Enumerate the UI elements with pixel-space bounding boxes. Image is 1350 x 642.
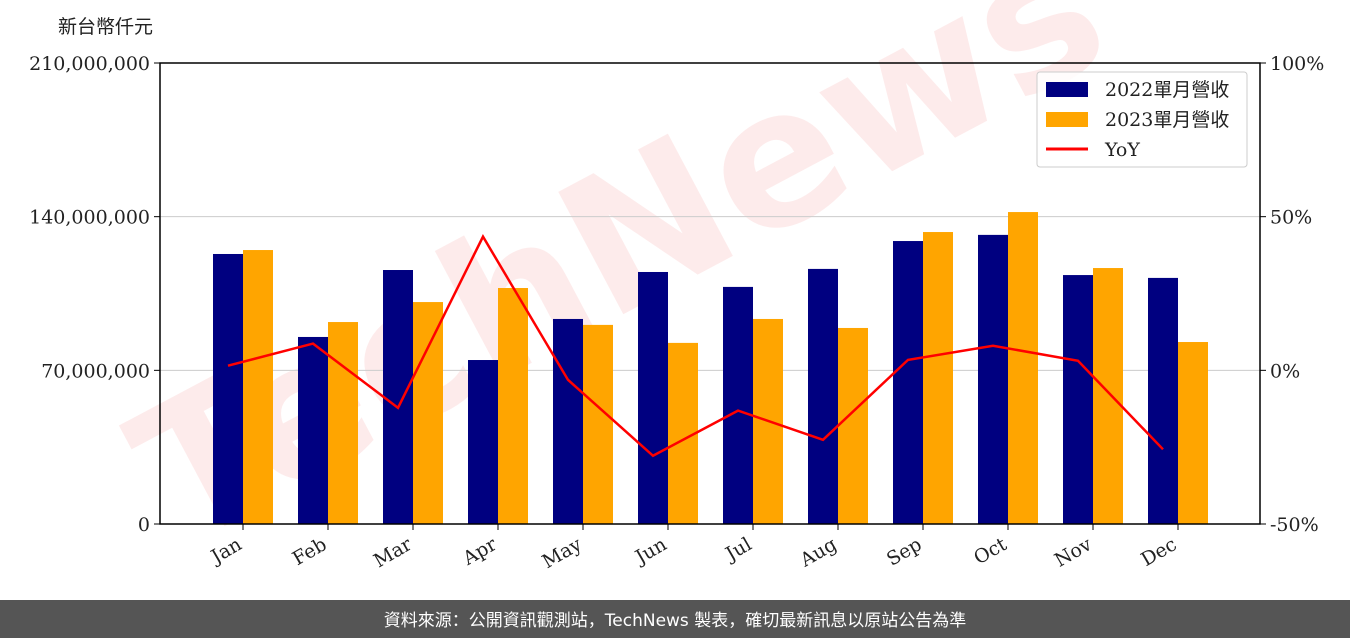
bar bbox=[1093, 268, 1123, 524]
y-tick-label: 0 bbox=[138, 514, 150, 536]
x-tick-label: Nov bbox=[1051, 533, 1096, 572]
legend-swatch bbox=[1046, 82, 1088, 97]
legend-label: YoY bbox=[1104, 139, 1140, 161]
x-tick-label: Jun bbox=[630, 533, 671, 569]
legend-swatch bbox=[1046, 112, 1088, 127]
legend-label: 2022單月營收 bbox=[1105, 79, 1229, 101]
bar bbox=[298, 336, 328, 524]
unit-label: 新台幣仟元 bbox=[58, 16, 153, 38]
y2-tick-label: 100% bbox=[1270, 53, 1324, 75]
bar bbox=[328, 322, 358, 524]
bar bbox=[413, 302, 443, 524]
bar bbox=[1008, 212, 1038, 524]
bar bbox=[638, 271, 668, 524]
y-tick-label: 70,000,000 bbox=[41, 360, 150, 382]
x-tick-label: Apr bbox=[458, 533, 501, 570]
bar bbox=[923, 232, 953, 525]
y2-tick-label: 50% bbox=[1270, 207, 1312, 229]
yoy-line bbox=[227, 234, 1164, 458]
x-tick-label: Aug bbox=[796, 533, 841, 572]
x-tick-label: Jul bbox=[720, 533, 755, 566]
footer: 資料來源：公開資訊觀測站，TechNews 製表，確切最新訊息以原站公告為準 bbox=[384, 611, 966, 631]
bar bbox=[243, 250, 273, 524]
bar bbox=[468, 360, 498, 524]
plot-frame bbox=[159, 62, 1261, 525]
x-tick-label: Dec bbox=[1137, 533, 1180, 571]
bar bbox=[213, 253, 243, 524]
bar bbox=[838, 327, 868, 524]
bar bbox=[1148, 277, 1178, 524]
x-tick-label: Mar bbox=[370, 533, 416, 572]
bar bbox=[893, 241, 923, 524]
bar bbox=[1063, 275, 1093, 524]
bar bbox=[383, 270, 413, 524]
y2-tick-label: 0% bbox=[1270, 360, 1300, 382]
y-tick-label: 210,000,000 bbox=[29, 53, 150, 75]
y-tick-label: 140,000,000 bbox=[29, 207, 150, 229]
footer-band bbox=[0, 600, 1350, 638]
bar bbox=[808, 268, 838, 524]
bar bbox=[723, 286, 753, 524]
y2-tick-label: -50% bbox=[1270, 514, 1319, 536]
bar bbox=[553, 318, 583, 524]
legend-label: 2023單月營收 bbox=[1105, 109, 1229, 131]
bar bbox=[1178, 342, 1208, 524]
bar bbox=[583, 324, 613, 524]
bar bbox=[978, 234, 1008, 524]
bar bbox=[498, 288, 528, 524]
x-tick-label: Sep bbox=[883, 533, 926, 570]
legend-box bbox=[1036, 71, 1248, 168]
x-tick-label: Oct bbox=[970, 533, 1011, 569]
x-tick-label: May bbox=[539, 533, 586, 573]
